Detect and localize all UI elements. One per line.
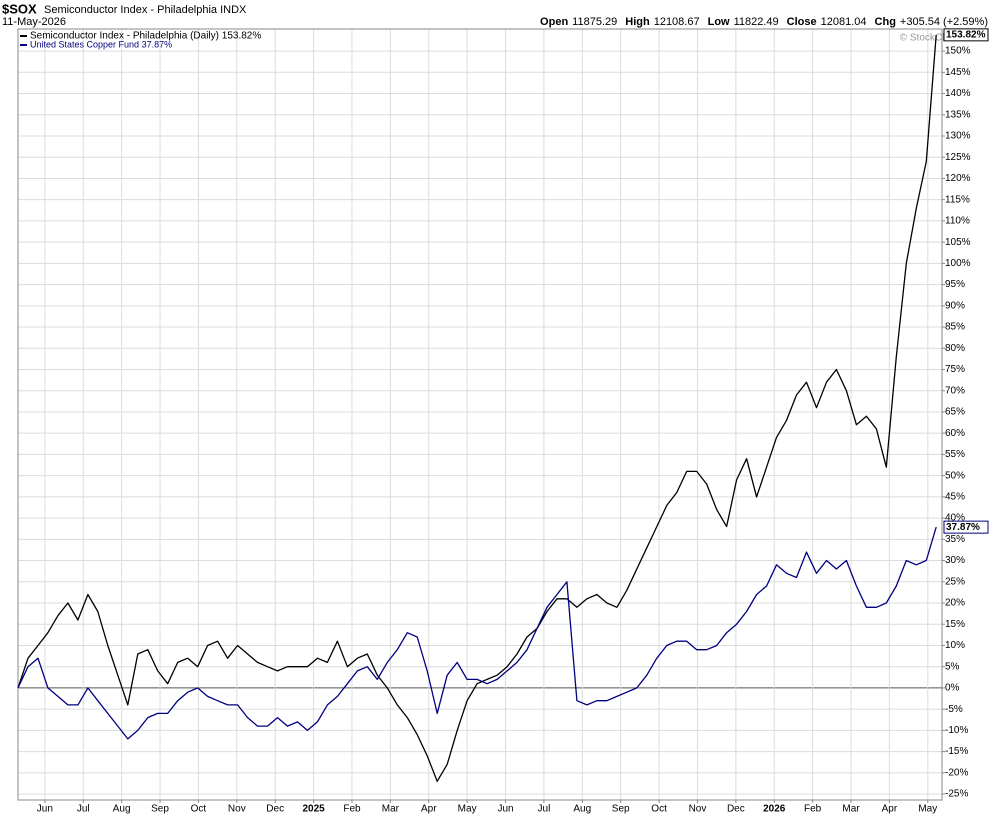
y-tick-label: 90% — [945, 300, 965, 311]
end-label-box — [943, 520, 989, 534]
y-tick-label: 130% — [945, 131, 971, 142]
y-tick-label: 115% — [945, 194, 970, 205]
y-tick-label: 105% — [945, 237, 971, 248]
y-tick-label: 75% — [945, 364, 965, 375]
x-tick-label: Feb — [343, 804, 361, 815]
plot-frame — [17, 28, 943, 801]
quote-label: Close — [787, 16, 817, 28]
x-tick-label: 2026 — [763, 804, 786, 815]
x-tick-label: Nov — [689, 804, 707, 815]
x-tick-label: May — [458, 804, 477, 815]
y-tick-label: -20% — [945, 767, 968, 778]
y-tick-label: 30% — [945, 555, 965, 566]
x-tick-label: 2025 — [302, 804, 325, 815]
series-line — [17, 34, 937, 782]
y-tick-label: -15% — [945, 746, 968, 757]
y-tick-label: 40% — [945, 513, 965, 524]
y-tick-label: -10% — [945, 725, 968, 736]
x-tick-label: Jun — [497, 804, 513, 815]
end-label-box — [943, 28, 989, 42]
legend-label: Semiconductor Index - Philadelphia (Dail… — [30, 31, 261, 42]
y-tick-label: 10% — [945, 640, 965, 651]
y-tick-label: 70% — [945, 385, 965, 396]
x-tick-label: Aug — [113, 804, 131, 815]
x-tick-label: Oct — [191, 804, 207, 815]
y-tick-label: 5% — [945, 661, 960, 672]
y-tick-label: 85% — [945, 322, 965, 333]
x-tick-label: Dec — [727, 804, 745, 815]
quote-value: 11822.49 — [734, 16, 779, 28]
quote-value: 12108.67 — [654, 16, 700, 28]
x-tick-label: Jul — [538, 804, 551, 815]
x-tick-label: Oct — [651, 804, 667, 815]
chart-title: Semiconductor Index - Philadelphia INDX — [44, 4, 247, 16]
watermark: © StockCharts.com — [900, 33, 986, 44]
y-tick-label: -5% — [945, 704, 963, 715]
quote-label: Open — [540, 16, 568, 28]
y-tick-label: 0% — [945, 683, 960, 694]
quote-label: Low — [708, 16, 730, 28]
y-tick-label: 135% — [945, 109, 971, 120]
y-tick-label: 145% — [945, 67, 971, 78]
x-tick-label: Mar — [842, 804, 860, 815]
x-tick-label: Feb — [804, 804, 822, 815]
end-label: 153.82% — [946, 29, 986, 40]
quote-label: Chg — [875, 16, 896, 28]
y-tick-label: 25% — [945, 576, 965, 587]
y-tick-label: 120% — [945, 173, 971, 184]
y-tick-label: 15% — [945, 619, 965, 630]
quote-value: 12081.04 — [821, 16, 867, 28]
x-tick-label: Jun — [37, 804, 53, 815]
y-tick-label: 95% — [945, 279, 965, 290]
y-tick-label: 100% — [945, 258, 971, 269]
legend-label: United States Copper Fund 37.87% — [30, 39, 172, 49]
x-tick-label: Nov — [228, 804, 246, 815]
x-tick-label: Apr — [421, 804, 437, 815]
y-tick-label: 45% — [945, 492, 965, 503]
quote-label: High — [625, 16, 650, 28]
grid-layer — [18, 29, 942, 800]
end-label: 37.87% — [946, 522, 980, 533]
y-tick-label: 55% — [945, 449, 965, 460]
x-tick-label: Dec — [266, 804, 284, 815]
chart-date: 11-May-2026 — [2, 16, 66, 28]
y-tick-label: 140% — [945, 88, 971, 99]
x-tick-label: Apr — [882, 804, 898, 815]
y-tick-label: 50% — [945, 470, 965, 481]
y-tick-label: 80% — [945, 343, 965, 354]
y-tick-label: 20% — [945, 598, 965, 609]
series-line — [17, 526, 937, 740]
quote-value: 11875.29 — [572, 16, 617, 28]
y-tick-label: -25% — [945, 789, 968, 800]
y-tick-label: 65% — [945, 407, 965, 418]
y-tick-label: 150% — [945, 46, 971, 57]
y-tick-label: 110% — [945, 216, 970, 227]
x-tick-label: Aug — [573, 804, 591, 815]
x-tick-label: May — [918, 804, 937, 815]
x-tick-label: Sep — [151, 804, 169, 815]
y-tick-label: 35% — [945, 534, 965, 545]
y-tick-label: 125% — [945, 152, 971, 163]
quote: Open 11875.29 High 12108.67 Low 11822.49 Close… — [540, 16, 988, 28]
x-tick-label: Sep — [612, 804, 630, 815]
x-tick-label: Jul — [77, 804, 90, 815]
symbol: $SOX — [2, 1, 37, 16]
x-tick-label: Mar — [382, 804, 400, 815]
y-tick-label: 60% — [945, 428, 965, 439]
quote-value: +305.54 (+2.59%) — [900, 16, 988, 28]
